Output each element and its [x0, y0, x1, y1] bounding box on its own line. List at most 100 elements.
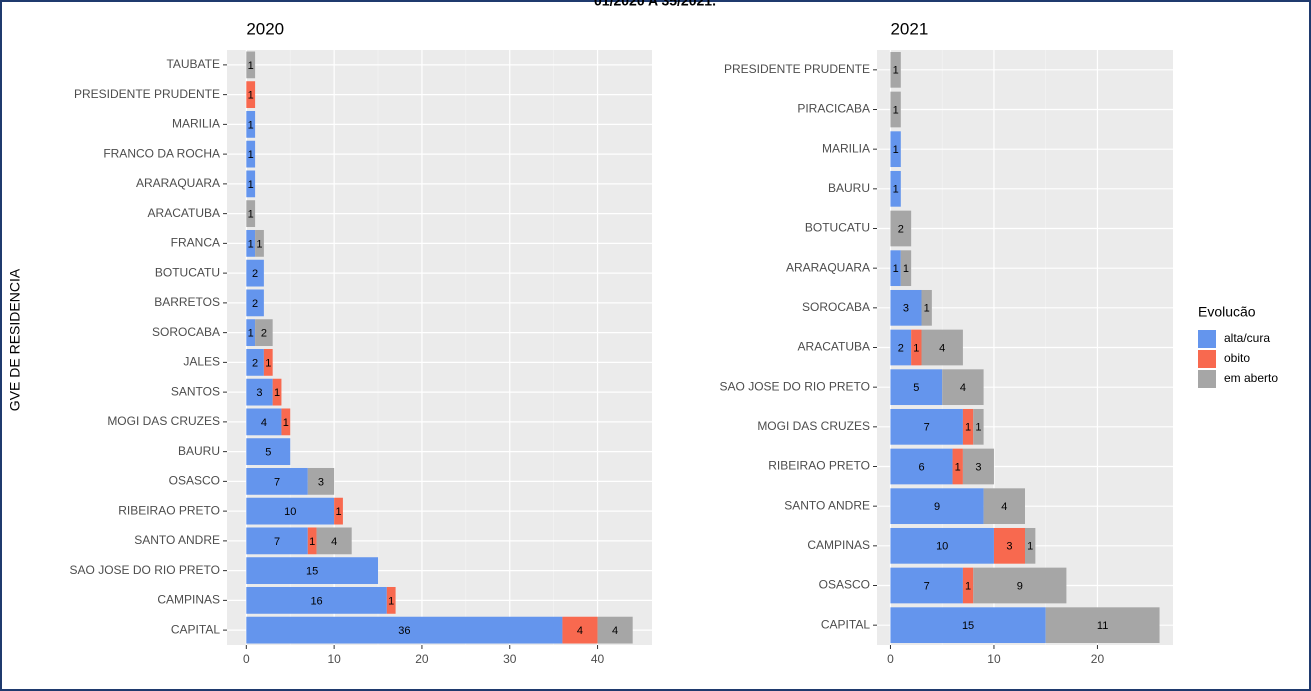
data-label: 3	[1006, 541, 1012, 553]
y-tick-label: SANTOS	[171, 384, 220, 398]
y-axis-label: GVE DE RESIDENCIA	[7, 268, 23, 411]
bar-segment	[890, 289, 922, 326]
bar-segment	[307, 527, 317, 555]
data-label: 3	[903, 303, 909, 315]
bar-segment	[246, 170, 256, 198]
bar-segment	[246, 497, 335, 525]
legend-key	[1198, 370, 1216, 388]
data-label: 5	[265, 447, 271, 459]
y-tick-label: BOTUCATU	[805, 221, 870, 235]
y-tick-label: CAPITAL	[821, 617, 870, 631]
x-tick-label: 10	[327, 652, 341, 666]
bar-segment	[246, 51, 256, 79]
data-label: 1	[924, 303, 930, 315]
legend-label: em aberto	[1224, 371, 1278, 385]
data-label: 3	[256, 387, 262, 399]
y-tick-label: TAUBATE	[166, 57, 220, 71]
y-tick-label: OSASCO	[819, 578, 870, 592]
y-tick-label: SANTO ANDRE	[784, 498, 870, 512]
data-label: 1	[283, 417, 289, 429]
bar-segment	[890, 51, 901, 88]
data-label: 1	[248, 179, 254, 191]
bar-segment	[255, 319, 273, 347]
x-tick-label: 40	[591, 652, 605, 666]
data-label: 1	[893, 144, 899, 156]
data-label: 4	[1001, 501, 1007, 513]
data-label: 36	[398, 625, 410, 637]
data-label: 1	[248, 328, 254, 340]
y-tick-label: MOGI DAS CRUZES	[757, 419, 870, 433]
data-label: 1	[248, 119, 254, 131]
y-tick-label: PIRACICABA	[797, 102, 870, 116]
data-label: 1	[274, 387, 280, 399]
y-tick-label: BAURU	[828, 181, 870, 195]
bar-segment	[246, 200, 256, 228]
bar-segment	[900, 250, 912, 287]
bar-segment	[1025, 527, 1036, 564]
data-label: 4	[261, 417, 267, 429]
data-label: 1	[265, 357, 271, 369]
data-label: 1	[256, 238, 262, 250]
y-tick-label: SANTO ANDRE	[134, 533, 220, 547]
y-tick-label: SAO JOSE DO RIO PRETO	[720, 379, 870, 393]
x-tick-label: 0	[243, 652, 250, 666]
bar-segment	[272, 378, 282, 406]
bar-segment	[246, 259, 264, 287]
bar-segment	[386, 586, 396, 614]
bar-segment	[334, 497, 343, 525]
bar-segment	[281, 408, 291, 436]
bar-segment	[1045, 607, 1160, 644]
bar-segment	[246, 527, 308, 555]
data-label: 9	[1017, 580, 1023, 592]
data-label: 7	[274, 536, 280, 548]
bar-segment	[890, 567, 963, 604]
data-label: 1	[913, 342, 919, 354]
bar-segment	[890, 131, 901, 168]
data-label: 4	[612, 625, 618, 637]
bar-segment	[890, 408, 963, 445]
data-label: 15	[306, 566, 318, 578]
data-label: 10	[284, 506, 296, 518]
data-label: 1	[893, 104, 899, 116]
data-label: 4	[939, 342, 945, 354]
y-tick-label: ARARAQUARA	[136, 176, 220, 190]
panel-background	[227, 50, 652, 645]
x-tick-label: 20	[415, 652, 429, 666]
data-label: 11	[1097, 620, 1108, 632]
y-tick-label: SOROCABA	[802, 300, 870, 314]
bar-segment	[255, 229, 264, 257]
y-tick-label: ARACATUBA	[798, 340, 870, 354]
bar-segment	[983, 488, 1025, 525]
y-tick-label: SOROCABA	[152, 325, 220, 339]
bar-segment	[890, 210, 912, 247]
y-tick-label: PRESIDENTE PRUDENTE	[724, 62, 870, 76]
bar-segment	[921, 329, 963, 366]
bar-segment	[246, 81, 256, 109]
bar-segment	[890, 488, 984, 525]
bar-segment	[246, 467, 308, 495]
bar-segment	[921, 289, 932, 326]
x-tick-label: 10	[987, 652, 1001, 666]
bar-segment	[942, 369, 984, 406]
y-tick-label: RIBEIRAO PRETO	[118, 503, 220, 517]
data-label: 2	[252, 357, 258, 369]
bar-segment	[246, 586, 387, 614]
bar-segment	[890, 607, 1046, 644]
data-label: 1	[965, 580, 971, 592]
data-label: 16	[310, 595, 322, 607]
data-label: 6	[918, 461, 924, 473]
bar-segment	[890, 170, 901, 207]
data-label: 1	[248, 60, 254, 72]
bar-segment	[263, 348, 273, 376]
y-tick-label: SAO JOSE DO RIO PRETO	[70, 563, 220, 577]
legend-key	[1198, 350, 1216, 368]
data-label: 1	[965, 422, 971, 434]
bar-segment	[973, 567, 1067, 604]
data-label: 2	[252, 268, 258, 280]
bar-segment	[246, 616, 563, 644]
legend-key	[1198, 330, 1216, 348]
data-label: 4	[331, 536, 337, 548]
y-tick-label: PRESIDENTE PRUDENTE	[74, 87, 220, 101]
y-tick-label: CAPITAL	[171, 622, 220, 636]
y-tick-label: ARACATUBA	[148, 206, 220, 220]
